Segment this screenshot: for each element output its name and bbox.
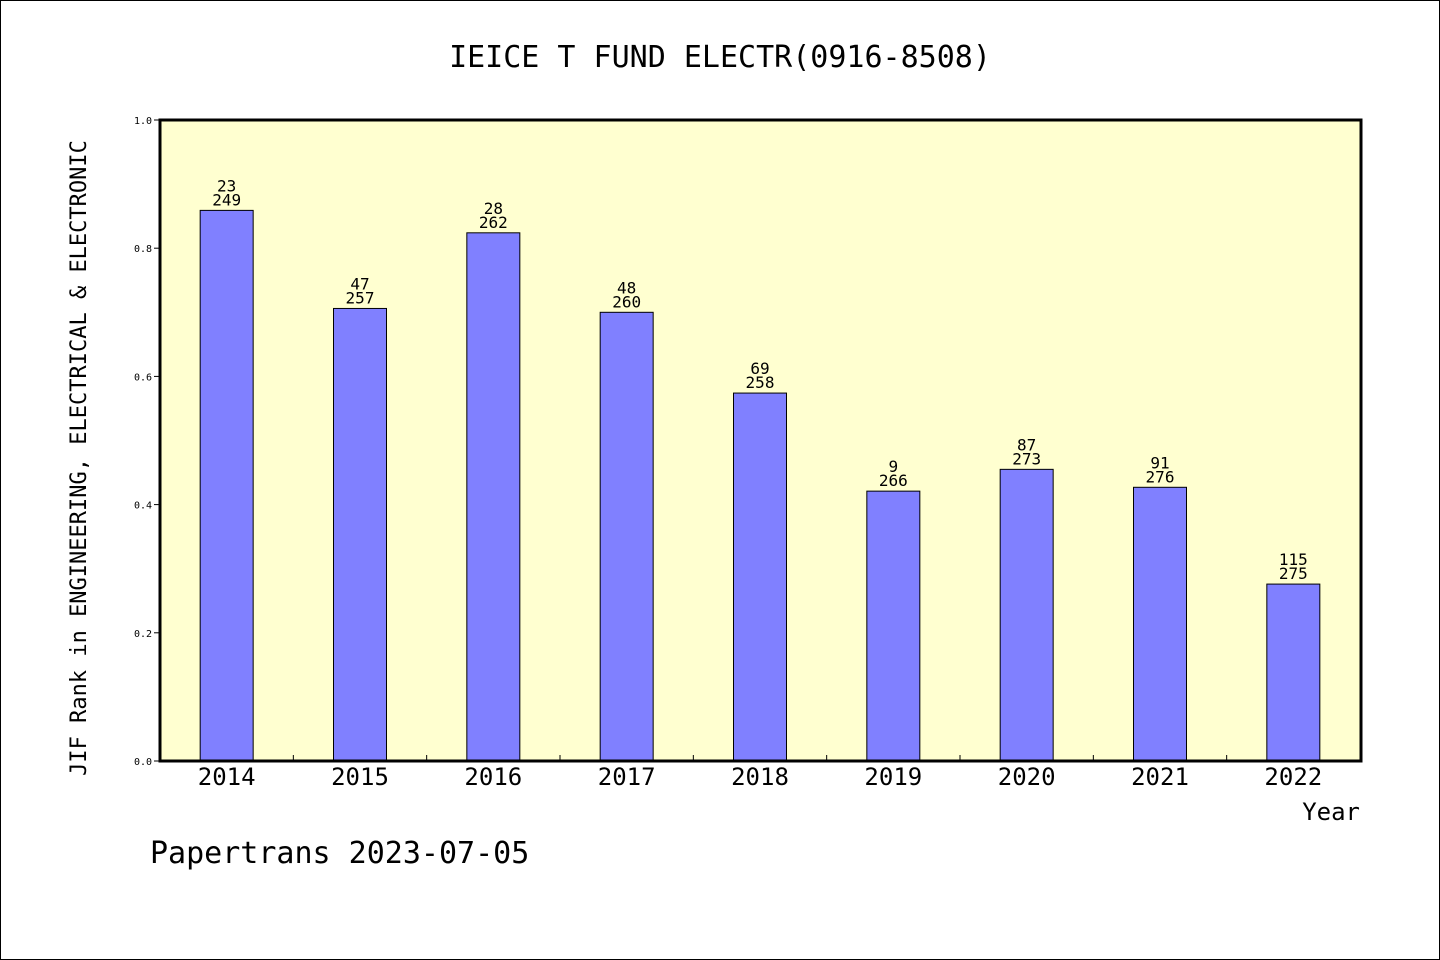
bar-2018 [733, 392, 787, 762]
rank-label-2021: 91 [1150, 453, 1169, 472]
footer-credit: Papertrans 2023-07-05 [150, 836, 529, 871]
bar-2022 [1266, 583, 1321, 762]
x-tick-label-2015: 2015 [331, 763, 389, 791]
total-label-2019: 266 [879, 471, 908, 490]
total-label-2018: 258 [746, 373, 775, 392]
x-tick-label-2014: 2014 [198, 763, 256, 791]
total-label-2016: 262 [479, 213, 508, 232]
rank-label-2019: 9 [889, 457, 899, 476]
x-tick-label-2019: 2019 [864, 763, 922, 791]
x-axis-label: Year [1302, 798, 1360, 826]
total-label-2014: 249 [212, 190, 241, 209]
bar-2014 [199, 209, 254, 762]
plot-border [158, 118, 1363, 763]
x-tick-label-2022: 2022 [1264, 763, 1322, 791]
rank-label-2020: 87 [1017, 435, 1036, 454]
total-label-2017: 260 [612, 292, 641, 311]
total-label-2022: 275 [1279, 564, 1308, 583]
rank-label-2018: 69 [750, 359, 769, 378]
x-tick-label-2021: 2021 [1131, 763, 1189, 791]
rank-label-2017: 48 [617, 278, 636, 297]
bar-2016 [466, 232, 521, 762]
y-tick-label: 0.4 [134, 501, 152, 512]
bar-2019 [866, 490, 921, 762]
rank-label-2022: 115 [1279, 550, 1308, 569]
x-tick-label-2020: 2020 [998, 763, 1056, 791]
y-axis-label: JIF Rank in ENGINEERING, ELECTRICAL & EL… [67, 140, 92, 776]
total-label-2020: 273 [1012, 449, 1041, 468]
x-tick-label-2018: 2018 [731, 763, 789, 791]
bar-2021 [1133, 486, 1187, 762]
rank-label-2015: 47 [350, 274, 369, 293]
y-tick-label: 0.0 [134, 757, 152, 768]
bar-2020 [999, 468, 1054, 762]
y-tick-label: 0.6 [134, 372, 152, 383]
y-tick-label: 0.8 [134, 244, 152, 255]
x-ticks-group: 2014 2015 2016 2017 2018 2019 2020 2021 2022 [198, 755, 1322, 791]
x-tick-label-2016: 2016 [464, 763, 522, 791]
rank-label-2016: 28 [484, 199, 503, 218]
bar-2017 [599, 311, 654, 762]
y-tick-label: 1.0 [134, 116, 152, 127]
chart-title: IEICE T FUND ELECTR(0916-8508) [449, 40, 991, 75]
x-tick-label-2017: 2017 [598, 763, 656, 791]
rank-label-2014: 23 [217, 176, 236, 195]
y-tick-label: 0.2 [134, 629, 152, 640]
total-label-2021: 276 [1146, 467, 1175, 486]
bars-group [199, 209, 1321, 762]
bar-2015 [333, 307, 387, 762]
total-label-2015: 257 [346, 288, 375, 307]
y-ticks-group: 0.0 0.2 0.4 0.6 0.8 1.0 [134, 116, 160, 768]
